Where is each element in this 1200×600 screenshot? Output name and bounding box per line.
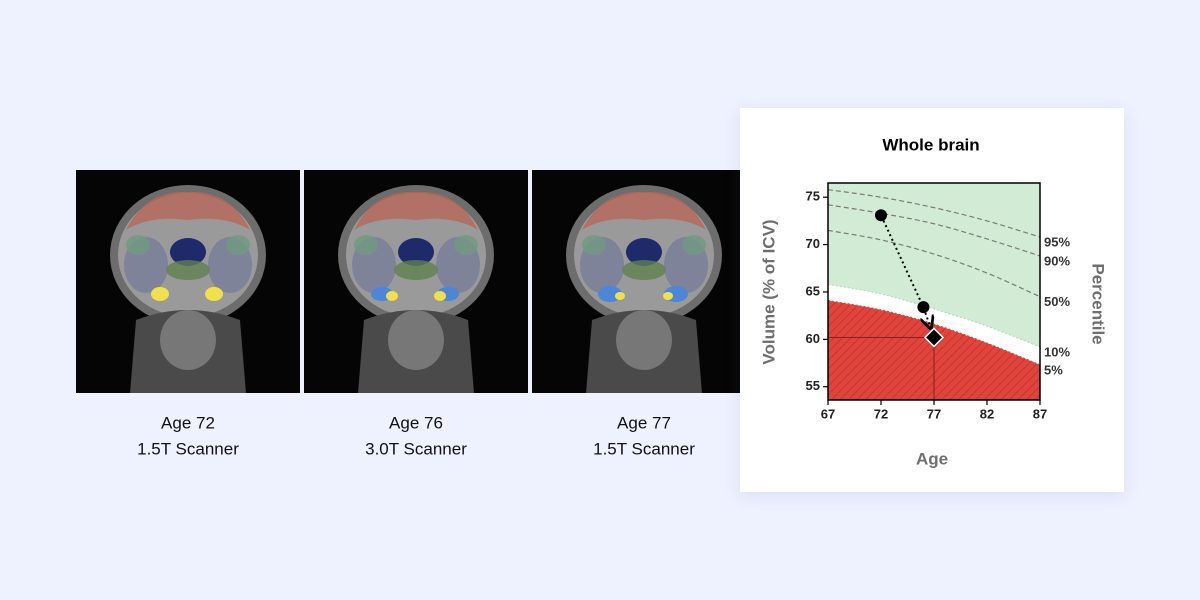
percentile-curve xyxy=(828,189,1040,238)
mri-scan xyxy=(532,170,756,393)
patient-point xyxy=(917,301,930,314)
x-tick-label: 82 xyxy=(980,406,994,421)
percentile-curve xyxy=(828,204,1040,257)
percentile-label: 5% xyxy=(1044,362,1063,377)
percentile-label: 50% xyxy=(1044,294,1070,309)
x-axis-label: Age xyxy=(916,449,948,468)
percentile-label: 90% xyxy=(1044,253,1070,268)
patient-point xyxy=(875,209,887,222)
scan-age: Age 72 xyxy=(161,413,215,432)
percentile-label: 95% xyxy=(1044,234,1070,249)
scan-age: Age 77 xyxy=(617,413,671,432)
y-tick-label: 70 xyxy=(806,236,820,251)
y-tick-label: 55 xyxy=(806,378,820,393)
percentile-curve xyxy=(828,283,1040,348)
scan-age: Age 76 xyxy=(389,413,443,432)
y-tick-label: 65 xyxy=(806,283,820,298)
scan-scanner: 3.0T Scanner xyxy=(365,439,467,458)
x-tick-label: 87 xyxy=(1033,406,1047,421)
y-axis-label: Volume (% of ICV) xyxy=(759,219,778,364)
percentile-region xyxy=(828,183,1040,347)
mri-scan xyxy=(304,170,528,393)
y-tick-label: 60 xyxy=(806,331,820,346)
mri-scan xyxy=(76,170,300,393)
plot-area xyxy=(828,183,1040,400)
percentile-label: 10% xyxy=(1044,344,1070,359)
y-tick-label: 75 xyxy=(806,189,820,204)
y2-axis-label: Percentile xyxy=(1089,263,1108,344)
chart-title: Whole brain xyxy=(882,135,979,154)
scan-scanner: 1.5T Scanner xyxy=(593,439,695,458)
scan-scanner: 1.5T Scanner xyxy=(137,439,239,458)
patient-point xyxy=(923,327,945,348)
x-tick-label: 72 xyxy=(874,406,888,421)
x-tick-label: 77 xyxy=(927,406,941,421)
x-tick-label: 67 xyxy=(821,406,835,421)
percentile-curve xyxy=(828,229,1040,298)
